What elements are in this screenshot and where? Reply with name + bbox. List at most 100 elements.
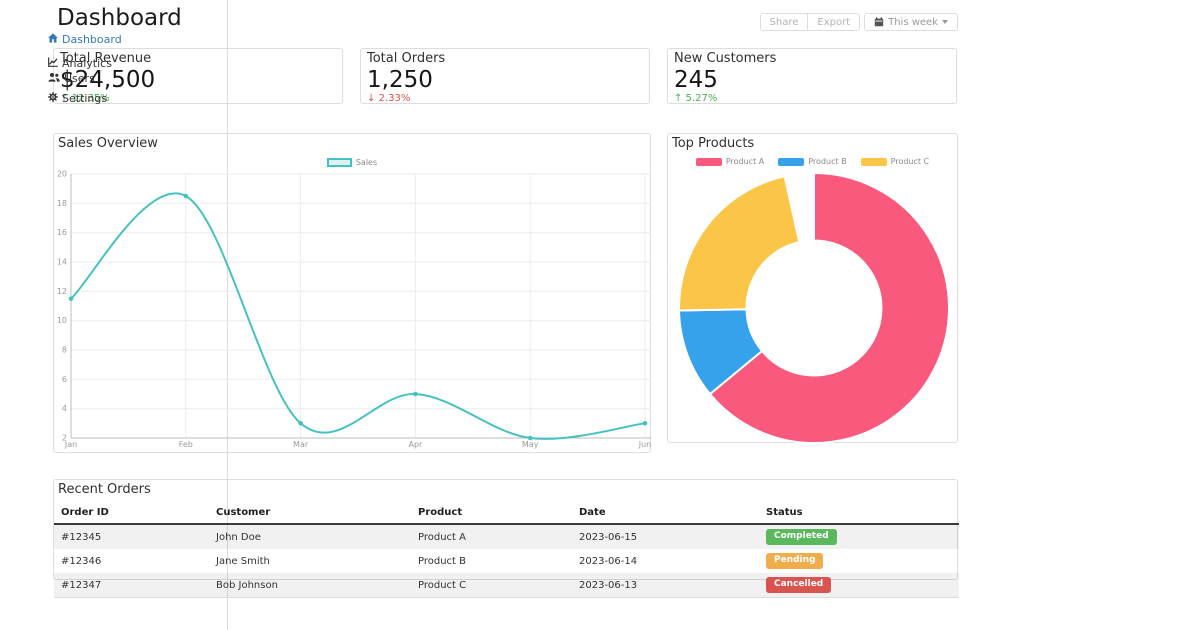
sales-chart-title: Sales Overview [58, 136, 158, 151]
svg-text:8: 8 [62, 346, 67, 355]
cell-order-id: #12345 [61, 531, 102, 543]
stat-card-total-revenue: Total Revenue $24,500 ↑ 12.35% [53, 48, 343, 104]
cell-product: Product C [411, 573, 572, 598]
period-label: This week [888, 16, 938, 28]
arrow-up-icon: ↑ [60, 93, 69, 104]
cell-status: Pending [759, 549, 959, 573]
stat-label: New Customers [674, 51, 777, 66]
sidebar-item-label: Dashboard [62, 33, 122, 46]
col-status: Status [759, 503, 959, 525]
series-sales-line [70, 192, 646, 440]
orders-header-row: Order ID Customer Product Date Status [54, 503, 959, 525]
sidebar-item-users[interactable]: Users [48, 72, 95, 85]
sales-chart-legend: Sales [54, 158, 650, 167]
status-badge: Pending [766, 553, 824, 569]
header-toolbar: Share Export This week [759, 13, 958, 31]
col-order-id: Order ID [54, 503, 209, 525]
orders-table: Order ID Customer Product Date Status #1… [54, 503, 959, 598]
col-customer: Customer [209, 503, 411, 525]
legend-label: Product A [725, 157, 765, 166]
grid [71, 173, 651, 438]
share-button[interactable]: Share [759, 13, 809, 31]
cell-date: 2023-06-14 [579, 555, 638, 567]
stat-card-new-customers: New Customers 245 ↑ 5.27% [667, 48, 957, 104]
x-axis-labels: Jan Feb Mar Apr May Jun [64, 440, 651, 449]
svg-text:6: 6 [62, 375, 67, 384]
cell-customer: Jane Smith [216, 555, 270, 567]
sidebar-item-label: Users [64, 72, 95, 85]
trend-up-indicator: ↑ 12.35% [60, 93, 336, 105]
users-icon [48, 72, 60, 85]
svg-text:12: 12 [57, 287, 67, 296]
stat-card-total-orders: Total Orders 1,250 ↓ 2.33% [360, 48, 650, 104]
stat-change-value: 12.35% [71, 93, 110, 104]
svg-text:4: 4 [62, 404, 67, 413]
recent-orders-card: Recent Orders Order ID Customer Product … [53, 479, 959, 598]
cell-customer: Bob Johnson [209, 573, 411, 598]
cell-date: 2023-06-13 [572, 573, 759, 598]
col-product: Product [411, 503, 572, 525]
top-products-card: Top Products Product A Product B Product C [667, 133, 958, 444]
cell-order-id: #12346 [61, 555, 102, 567]
sidebar-item-analytics[interactable]: Analytics [48, 57, 112, 70]
status-badge: Completed [766, 529, 837, 545]
order-row: #12345 John Doe Product A 2023-06-15 Complet… [54, 524, 959, 549]
svg-text:Jan: Jan [64, 440, 77, 449]
svg-text:16: 16 [57, 228, 67, 237]
share-export-group: Share Export [759, 13, 861, 31]
stat-value: $24,500 [60, 67, 156, 93]
legend-item-product-c[interactable]: Product C [860, 157, 930, 166]
svg-text:Apr: Apr [408, 440, 423, 449]
svg-text:Feb: Feb [179, 440, 193, 449]
legend-item-sales[interactable]: Sales [326, 158, 378, 167]
cell-order-id: #12347 [54, 573, 209, 598]
stat-change-value: 2.33% [378, 93, 411, 104]
arrow-down-icon: ↓ [367, 93, 376, 104]
donut-slices [678, 171, 950, 444]
stat-change-value: 5.27% [685, 93, 718, 104]
export-button[interactable]: Export [807, 13, 861, 31]
stat-label: Total Revenue [60, 51, 152, 66]
legend-label: Product C [890, 157, 930, 166]
order-row: #12347 Bob Johnson Product C 2023-06-13 Canc… [54, 573, 959, 598]
sidebar-item-label: Analytics [62, 57, 112, 70]
svg-text:Jun: Jun [638, 440, 652, 449]
svg-text:Mar: Mar [293, 440, 309, 449]
home-icon [48, 33, 58, 46]
cell-date: 2023-06-15 [579, 531, 638, 543]
legend-swatch [860, 157, 887, 166]
slice-product-a [708, 171, 950, 444]
sidebar-item-dashboard[interactable]: Dashboard [48, 33, 122, 46]
svg-text:20: 20 [57, 170, 67, 179]
legend-swatch [778, 157, 805, 166]
sales-overview-card: Sales Overview Sales 20 18 16 14 12 10 8 6 4 2 Jan… [53, 133, 651, 453]
legend-swatch [695, 157, 722, 166]
legend-label: Product B [808, 157, 847, 166]
cell-status: Cancelled [759, 573, 959, 598]
period-dropdown[interactable]: This week [864, 13, 958, 31]
trend-down-indicator: ↓ 2.33% [367, 93, 643, 105]
cell-product: Product A [418, 531, 466, 543]
svg-text:14: 14 [57, 258, 67, 267]
sidebar-item-label: Settings [62, 92, 108, 105]
status-badge: Cancelled [766, 577, 832, 593]
axes [70, 174, 651, 439]
stat-value: 1,250 [367, 67, 433, 93]
stat-value: 245 [674, 67, 718, 93]
legend-swatch [326, 158, 352, 167]
col-date: Date [572, 503, 759, 525]
cell-customer: John Doe [216, 531, 261, 543]
legend-item-product-a[interactable]: Product A [695, 157, 765, 166]
svg-text:10: 10 [57, 316, 67, 325]
trend-up-indicator: ↑ 5.27% [674, 93, 950, 105]
top-products-donut-chart [678, 171, 950, 444]
cell-product: Product B [418, 555, 467, 567]
legend-item-product-b[interactable]: Product B [778, 157, 847, 166]
legend-label: Sales [355, 158, 378, 167]
sidebar-divider [227, 0, 228, 630]
donut-chart-legend: Product A Product B Product C [668, 157, 957, 166]
sidebar-item-settings[interactable]: Settings [48, 92, 107, 105]
series-sales-points [68, 193, 648, 441]
svg-text:2: 2 [62, 434, 67, 443]
